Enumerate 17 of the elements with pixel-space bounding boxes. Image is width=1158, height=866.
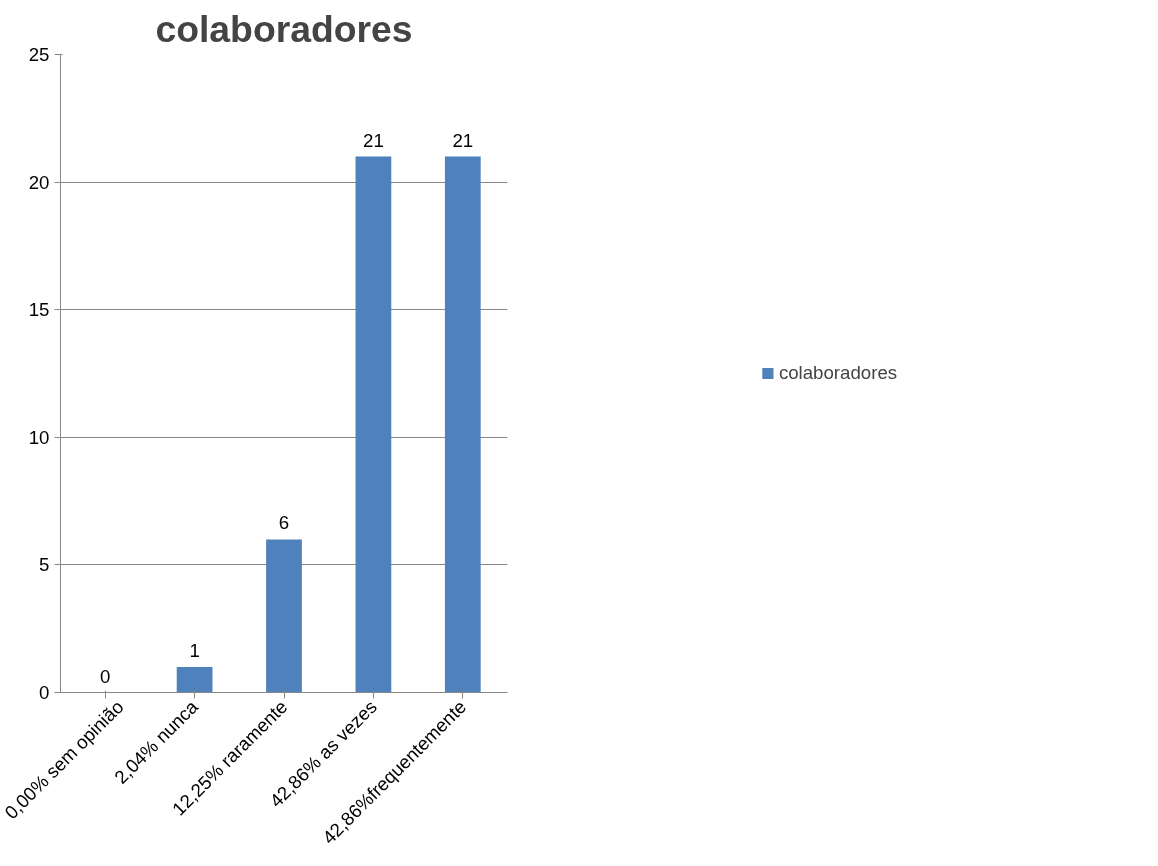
legend-label: colaboradores xyxy=(778,362,898,384)
y-tick-label: 20 xyxy=(28,171,50,193)
data-label: 21 xyxy=(363,129,384,151)
chart-title: colaboradores xyxy=(155,7,413,50)
y-tick-label: 25 xyxy=(28,44,50,65)
data-label: 0 xyxy=(100,665,111,687)
data-label: 21 xyxy=(452,129,474,151)
y-tick-label: 5 xyxy=(39,554,50,576)
bar xyxy=(444,156,481,693)
data-label: 1 xyxy=(189,639,200,661)
bar xyxy=(355,156,392,693)
data-label: 6 xyxy=(278,512,290,534)
bar xyxy=(176,666,213,693)
y-tick-label: 10 xyxy=(28,426,50,448)
y-tick-label: 15 xyxy=(28,299,50,321)
y-tick-label: 0 xyxy=(39,682,50,703)
bar xyxy=(266,539,302,693)
